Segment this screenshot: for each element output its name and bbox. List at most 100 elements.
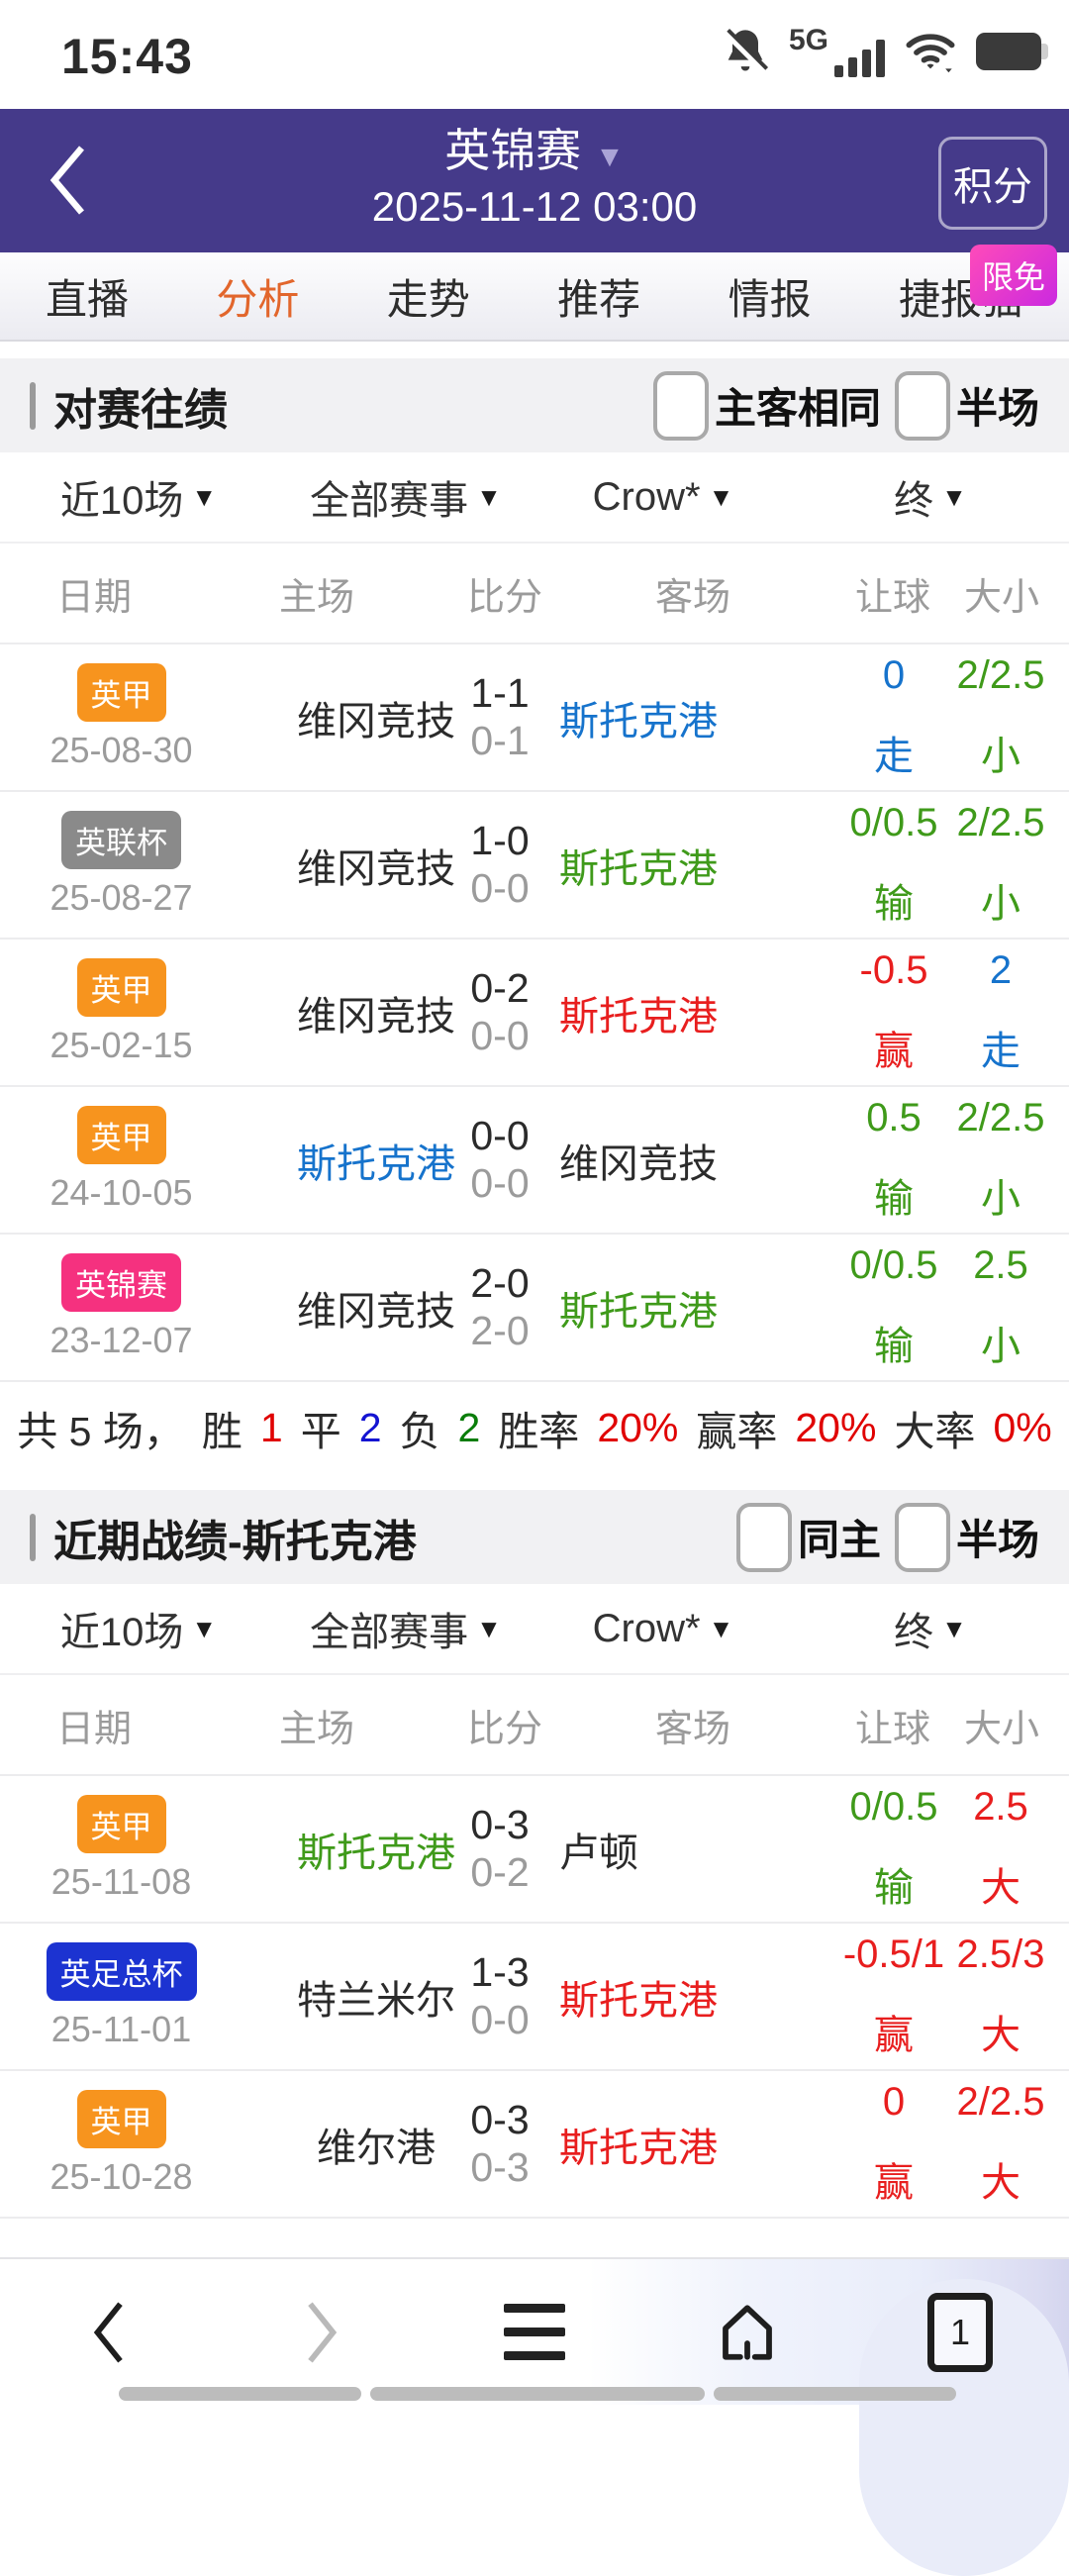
filter-final-odds[interactable]: 终 ▼ bbox=[894, 479, 967, 523]
match-date: 25-08-27 bbox=[49, 877, 193, 918]
tab-recommend[interactable]: 推荐 bbox=[557, 275, 641, 323]
tab-intel[interactable]: 情报 bbox=[728, 275, 812, 323]
handicap-result: 赢 bbox=[874, 2161, 914, 2205]
match-row[interactable]: 英甲 25-11-08 斯托克港 0-3 0-2 卢顿 0/0.5 输 2.5 大 bbox=[0, 1776, 1069, 1924]
checkbox-icon[interactable] bbox=[894, 370, 950, 441]
filter-recent-games[interactable]: 近10场 ▼ bbox=[59, 479, 218, 523]
handicap-result: 输 bbox=[874, 1177, 914, 1221]
checkbox-same-venue[interactable]: 同主 bbox=[735, 1502, 881, 1572]
match-title-dropdown[interactable]: 英锦赛 ▼ bbox=[0, 119, 1069, 182]
checkbox-icon[interactable] bbox=[652, 370, 709, 441]
score-halftime: 0-1 bbox=[470, 717, 530, 763]
score-halftime: 0-0 bbox=[470, 1159, 530, 1206]
match-row[interactable]: 英足总杯 25-11-01 特兰米尔 1-3 0-0 斯托克港 -0.5/1 赢 2.5/3 大 bbox=[0, 1924, 1069, 2071]
match-datetime: 2025-11-12 03:00 bbox=[371, 183, 698, 231]
home-team: 斯托克港 bbox=[297, 1831, 455, 1875]
app-header: 英锦赛 ▼ 2025-11-12 03:00 积分 bbox=[0, 109, 1069, 252]
chevron-down-icon: ▼ bbox=[941, 481, 967, 512]
checkbox-same-home-away[interactable]: 主客相同 bbox=[652, 370, 881, 441]
over-under-result: 小 bbox=[981, 1177, 1020, 1221]
match-row[interactable]: 英甲 25-02-15 维冈竞技 0-2 0-0 斯托克港 -0.5 赢 2 走 bbox=[0, 940, 1069, 1087]
match-row[interactable]: 英锦赛 23-12-07 维冈竞技 2-0 2-0 斯托克港 0/0.5 输 2.5 小 bbox=[0, 1235, 1069, 1382]
filter-recent-games[interactable]: 近10场 ▼ bbox=[59, 1611, 218, 1654]
summary-part: 赢率 bbox=[696, 1409, 778, 1454]
over-under-cell: 2/2.5 小 bbox=[942, 792, 1059, 938]
league-badge: 英甲 bbox=[76, 1106, 166, 1164]
mute-bell-icon bbox=[723, 28, 769, 74]
over-under-cell: 2.5 小 bbox=[942, 1235, 1059, 1380]
checkbox-half-time[interactable]: 半场 bbox=[894, 370, 1039, 441]
nav-tabs-button[interactable]: 1 bbox=[923, 2288, 998, 2377]
handicap-result: 输 bbox=[874, 882, 914, 926]
section-accent-bar bbox=[30, 1513, 36, 1561]
over-under-result: 小 bbox=[981, 882, 1020, 926]
away-team: 斯托克港 bbox=[559, 2126, 718, 2170]
match-row[interactable]: 英甲 25-10-28 维尔港 0-3 0-3 斯托克港 0 赢 2/2.5 大 bbox=[0, 2071, 1069, 2219]
league-badge: 英甲 bbox=[76, 1795, 166, 1853]
match-date: 24-10-05 bbox=[49, 1172, 193, 1213]
summary-part: 共 5 场， bbox=[17, 1409, 184, 1454]
tab-live[interactable]: 直播 bbox=[46, 275, 130, 323]
handicap-result: 走 bbox=[874, 735, 914, 778]
filter-all-competitions[interactable]: 全部赛事 ▼ bbox=[310, 479, 502, 523]
home-team: 维冈竞技 bbox=[297, 846, 455, 891]
filter-bookmaker[interactable]: Crow* ▼ bbox=[592, 1606, 734, 1650]
score-halftime: 2-0 bbox=[470, 1307, 530, 1353]
wifi-icon bbox=[906, 34, 955, 73]
score-cell: 1-3 0-0 bbox=[440, 1924, 559, 2069]
summary-part: 胜 bbox=[201, 1409, 243, 1454]
back-icon[interactable] bbox=[40, 141, 99, 220]
handicap-cell: -0.5 赢 bbox=[820, 940, 968, 1085]
nav-back-button[interactable] bbox=[71, 2288, 146, 2377]
checkbox-half-time[interactable]: 半场 bbox=[894, 1502, 1039, 1572]
league-badge: 英联杯 bbox=[61, 811, 181, 869]
table-rows: 英甲 25-08-30 维冈竞技 1-1 0-1 斯托克港 0 走 2/2.5 小英联杯 25-08… bbox=[0, 644, 1069, 1382]
league-badge: 英甲 bbox=[76, 958, 166, 1017]
over-under-result: 小 bbox=[981, 735, 1020, 778]
league-title: 英锦赛 bbox=[444, 125, 582, 176]
handicap-value: 0/0.5 bbox=[849, 1785, 938, 1829]
filter-all-competitions[interactable]: 全部赛事 ▼ bbox=[310, 1611, 502, 1654]
filter-bookmaker[interactable]: Crow* ▼ bbox=[592, 474, 734, 519]
checkbox-icon[interactable] bbox=[735, 1502, 792, 1572]
score-halftime: 0-3 bbox=[470, 2143, 530, 2190]
league-date-cell: 英甲 25-10-28 bbox=[20, 2071, 223, 2217]
match-date: 25-02-15 bbox=[49, 1025, 193, 1065]
handicap-result: 输 bbox=[874, 1866, 914, 1910]
over-under-result: 大 bbox=[981, 2161, 1020, 2205]
chevron-down-icon: ▼ bbox=[191, 481, 218, 512]
nav-menu-button[interactable] bbox=[497, 2288, 572, 2377]
nav-home-button[interactable] bbox=[710, 2288, 785, 2377]
over-under-value: 2/2.5 bbox=[956, 2080, 1045, 2124]
match-row[interactable]: 英甲 24-10-05 斯托克港 0-0 0-0 维冈竞技 0.5 输 2/2.5 小 bbox=[0, 1087, 1069, 1235]
match-row[interactable]: 英甲 25-08-30 维冈竞技 1-1 0-1 斯托克港 0 走 2/2.5 小 bbox=[0, 644, 1069, 792]
tab-trend[interactable]: 走势 bbox=[386, 275, 470, 323]
over-under-value: 2/2.5 bbox=[956, 801, 1045, 844]
score-cell: 2-0 2-0 bbox=[440, 1235, 559, 1380]
status-bar: 15:43 5G bbox=[0, 0, 1069, 109]
nav-forward-button[interactable] bbox=[284, 2288, 359, 2377]
match-date: 25-08-30 bbox=[49, 730, 193, 770]
section-head-to-head: 对赛往绩 主客相同 半场 近10场 ▼ 全部赛事 ▼ Crow* ▼ 终 ▼ 日期 主场… bbox=[0, 358, 1069, 1473]
cellular-signal-icon: 5G bbox=[789, 26, 885, 77]
score-halftime: 0-2 bbox=[470, 1848, 530, 1895]
checkbox-icon[interactable] bbox=[894, 1502, 950, 1572]
score-cell: 1-1 0-1 bbox=[440, 644, 559, 790]
match-row[interactable]: 英联杯 25-08-27 维冈竞技 1-0 0-0 斯托克港 0/0.5 输 2/2.5 小 bbox=[0, 792, 1069, 940]
match-date: 25-11-01 bbox=[50, 2009, 192, 2049]
over-under-cell: 2.5/3 大 bbox=[942, 1924, 1059, 2069]
gesture-bar[interactable] bbox=[119, 2387, 956, 2401]
section-header: 近期战绩-斯托克港 同主 半场 bbox=[0, 1490, 1069, 1584]
chevron-down-icon: ▼ bbox=[476, 1613, 502, 1643]
standings-button[interactable]: 积分 bbox=[938, 137, 1047, 230]
score-halftime: 0-0 bbox=[470, 1996, 530, 2042]
score-fulltime: 0-2 bbox=[470, 965, 530, 1012]
league-date-cell: 英锦赛 23-12-07 bbox=[20, 1235, 223, 1380]
tab-analysis[interactable]: 分析 bbox=[216, 275, 300, 323]
league-date-cell: 英联杯 25-08-27 bbox=[20, 792, 223, 938]
home-icon bbox=[723, 2304, 772, 2360]
handicap-cell: 0/0.5 输 bbox=[820, 1235, 968, 1380]
filter-final-odds[interactable]: 终 ▼ bbox=[894, 1611, 967, 1654]
